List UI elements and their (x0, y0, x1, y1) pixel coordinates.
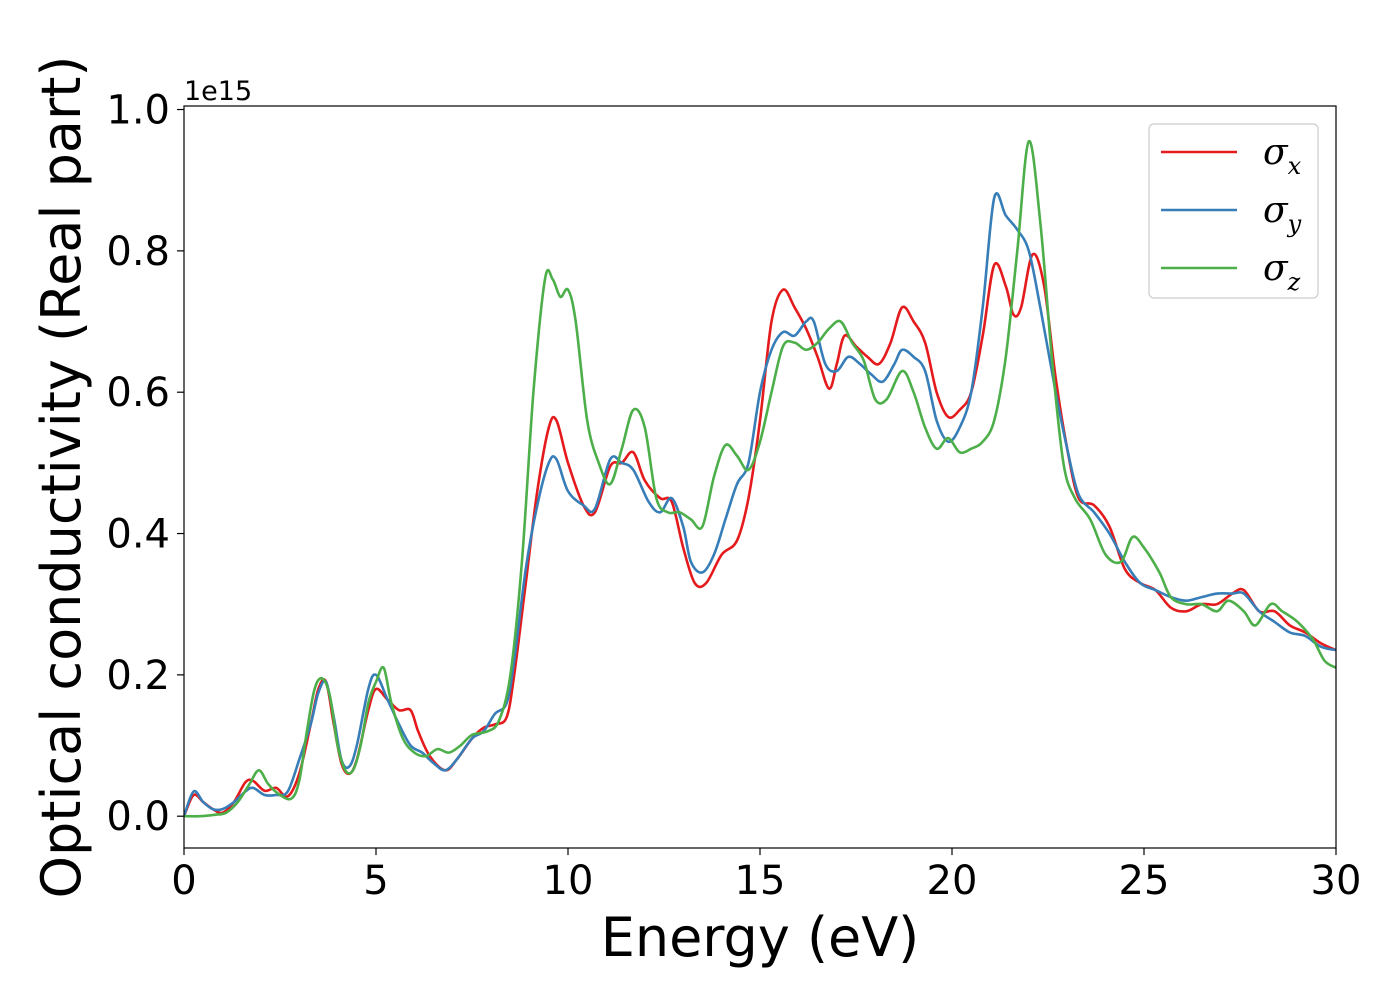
y-tick-label: 1.0 (106, 88, 170, 134)
y-axis: 0.0 0.2 0.4 0.6 0.8 1.0 (106, 88, 184, 840)
x-tick-label: 20 (927, 858, 978, 904)
legend-label-sigma-y: σy (1263, 190, 1302, 238)
series-line-sigma-y (184, 192, 1336, 817)
x-axis-title: Energy (eV) (601, 906, 920, 969)
series-layer (184, 139, 1336, 818)
legend-label-sigma-z: σz (1263, 248, 1301, 296)
legend-label-sigma-x: σx (1263, 132, 1302, 180)
y-tick-label: 0.6 (106, 370, 170, 416)
x-tick-label: 10 (543, 858, 594, 904)
y-tick-label: 0.2 (106, 653, 170, 699)
y-tick-label: 0.4 (106, 512, 170, 558)
x-tick-label: 25 (1119, 858, 1170, 904)
x-axis: 0 5 10 15 20 25 30 (171, 848, 1361, 904)
y-tick-label: 0.0 (106, 794, 170, 840)
legend: σx σy σz (1148, 123, 1319, 299)
x-tick-label: 30 (1311, 858, 1362, 904)
y-tick-label: 0.8 (106, 229, 170, 275)
y-offset-label: 1e15 (184, 76, 252, 107)
series-line-sigma-z (184, 139, 1336, 818)
y-axis-title: Optical conductivity (Real part) (30, 56, 93, 899)
series-line-sigma-x (184, 252, 1336, 817)
x-tick-label: 0 (171, 858, 196, 904)
x-tick-label: 5 (363, 858, 388, 904)
x-tick-label: 15 (735, 858, 786, 904)
